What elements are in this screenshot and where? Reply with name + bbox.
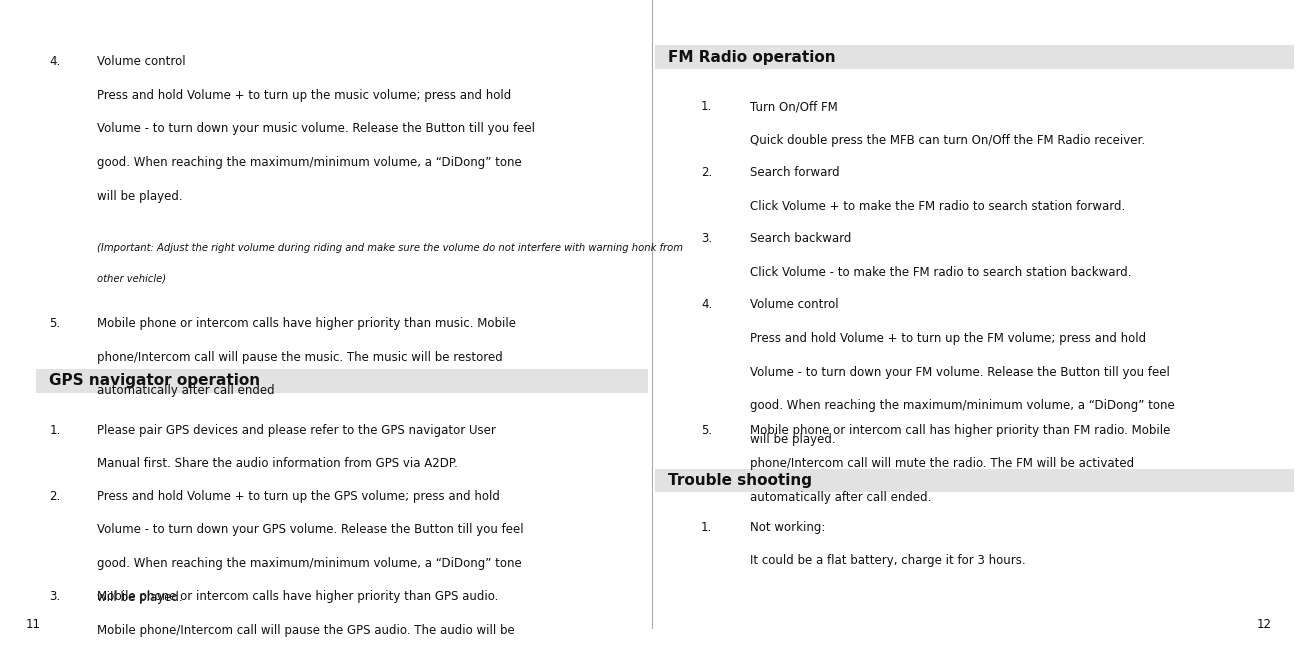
Bar xyxy=(36,369,648,393)
Text: will be played.: will be played. xyxy=(750,433,836,446)
Text: phone/Intercom call will mute the radio. The FM will be activated: phone/Intercom call will mute the radio.… xyxy=(750,457,1134,470)
Text: Please pair GPS devices and please refer to the GPS navigator User: Please pair GPS devices and please refer… xyxy=(97,424,496,437)
Text: Search forward: Search forward xyxy=(750,166,840,179)
Text: 1.: 1. xyxy=(701,100,713,113)
Text: Not working:: Not working: xyxy=(750,521,826,534)
Text: 2.: 2. xyxy=(701,166,713,179)
Text: 1.: 1. xyxy=(701,521,713,534)
Text: Volume - to turn down your music volume. Release the Button till you feel: Volume - to turn down your music volume.… xyxy=(97,122,535,135)
Text: GPS navigator operation: GPS navigator operation xyxy=(49,373,261,388)
Text: Quick double press the MFB can turn On/Off the FM Radio receiver.: Quick double press the MFB can turn On/O… xyxy=(750,134,1145,147)
Text: Mobile phone or intercom call has higher priority than FM radio. Mobile: Mobile phone or intercom call has higher… xyxy=(750,424,1171,437)
Text: Trouble shooting: Trouble shooting xyxy=(668,473,813,488)
Text: Press and hold Volume + to turn up the music volume; press and hold: Press and hold Volume + to turn up the m… xyxy=(97,89,511,102)
Text: Press and hold Volume + to turn up the FM volume; press and hold: Press and hold Volume + to turn up the F… xyxy=(750,332,1146,345)
Text: Turn On/Off FM: Turn On/Off FM xyxy=(750,100,839,113)
Text: 3.: 3. xyxy=(701,232,713,245)
Text: Search backward: Search backward xyxy=(750,232,851,245)
Text: Volume - to turn down your FM volume. Release the Button till you feel: Volume - to turn down your FM volume. Re… xyxy=(750,366,1169,378)
Text: Manual first. Share the audio information from GPS via A2DP.: Manual first. Share the audio informatio… xyxy=(97,457,458,470)
Text: Volume - to turn down your GPS volume. Release the Button till you feel: Volume - to turn down your GPS volume. R… xyxy=(97,523,524,536)
Text: 4.: 4. xyxy=(701,298,713,311)
Text: Volume control: Volume control xyxy=(750,298,839,311)
Text: will be played.: will be played. xyxy=(97,591,183,604)
Text: good. When reaching the maximum/minimum volume, a “DiDong” tone: good. When reaching the maximum/minimum … xyxy=(97,557,522,570)
Text: Volume control: Volume control xyxy=(97,55,186,68)
Text: It could be a flat battery, charge it for 3 hours.: It could be a flat battery, charge it fo… xyxy=(750,554,1025,567)
Text: other vehicle): other vehicle) xyxy=(97,274,166,283)
Text: 5.: 5. xyxy=(49,317,61,330)
Bar xyxy=(655,45,1294,69)
Text: 11: 11 xyxy=(26,618,42,631)
Text: will be played.: will be played. xyxy=(97,190,183,203)
Text: (Important: Adjust the right volume during riding and make sure the volume do no: (Important: Adjust the right volume duri… xyxy=(97,243,683,252)
Text: automatically after call ended: automatically after call ended xyxy=(97,384,275,397)
Text: Mobile phone/Intercom call will pause the GPS audio. The audio will be: Mobile phone/Intercom call will pause th… xyxy=(97,624,515,637)
Text: Mobile phone or intercom calls have higher priority than GPS audio.: Mobile phone or intercom calls have high… xyxy=(97,590,498,603)
Text: 4.: 4. xyxy=(49,55,61,68)
Text: Press and hold Volume + to turn up the GPS volume; press and hold: Press and hold Volume + to turn up the G… xyxy=(97,490,500,503)
Text: 1.: 1. xyxy=(49,424,61,437)
Text: FM Radio operation: FM Radio operation xyxy=(668,50,836,65)
Text: Mobile phone or intercom calls have higher priority than music. Mobile: Mobile phone or intercom calls have high… xyxy=(97,317,517,330)
Text: good. When reaching the maximum/minimum volume, a “DiDong” tone: good. When reaching the maximum/minimum … xyxy=(97,156,522,169)
Text: 2.: 2. xyxy=(49,490,61,503)
Text: 5.: 5. xyxy=(701,424,713,437)
Text: phone/Intercom call will pause the music. The music will be restored: phone/Intercom call will pause the music… xyxy=(97,351,504,364)
Text: 3.: 3. xyxy=(49,590,61,603)
Text: 12: 12 xyxy=(1256,618,1272,631)
Text: Click Volume + to make the FM radio to search station forward.: Click Volume + to make the FM radio to s… xyxy=(750,200,1125,213)
Text: automatically after call ended.: automatically after call ended. xyxy=(750,491,932,504)
Text: Click Volume - to make the FM radio to search station backward.: Click Volume - to make the FM radio to s… xyxy=(750,266,1132,279)
Bar xyxy=(655,469,1294,492)
Text: good. When reaching the maximum/minimum volume, a “DiDong” tone: good. When reaching the maximum/minimum … xyxy=(750,399,1175,412)
